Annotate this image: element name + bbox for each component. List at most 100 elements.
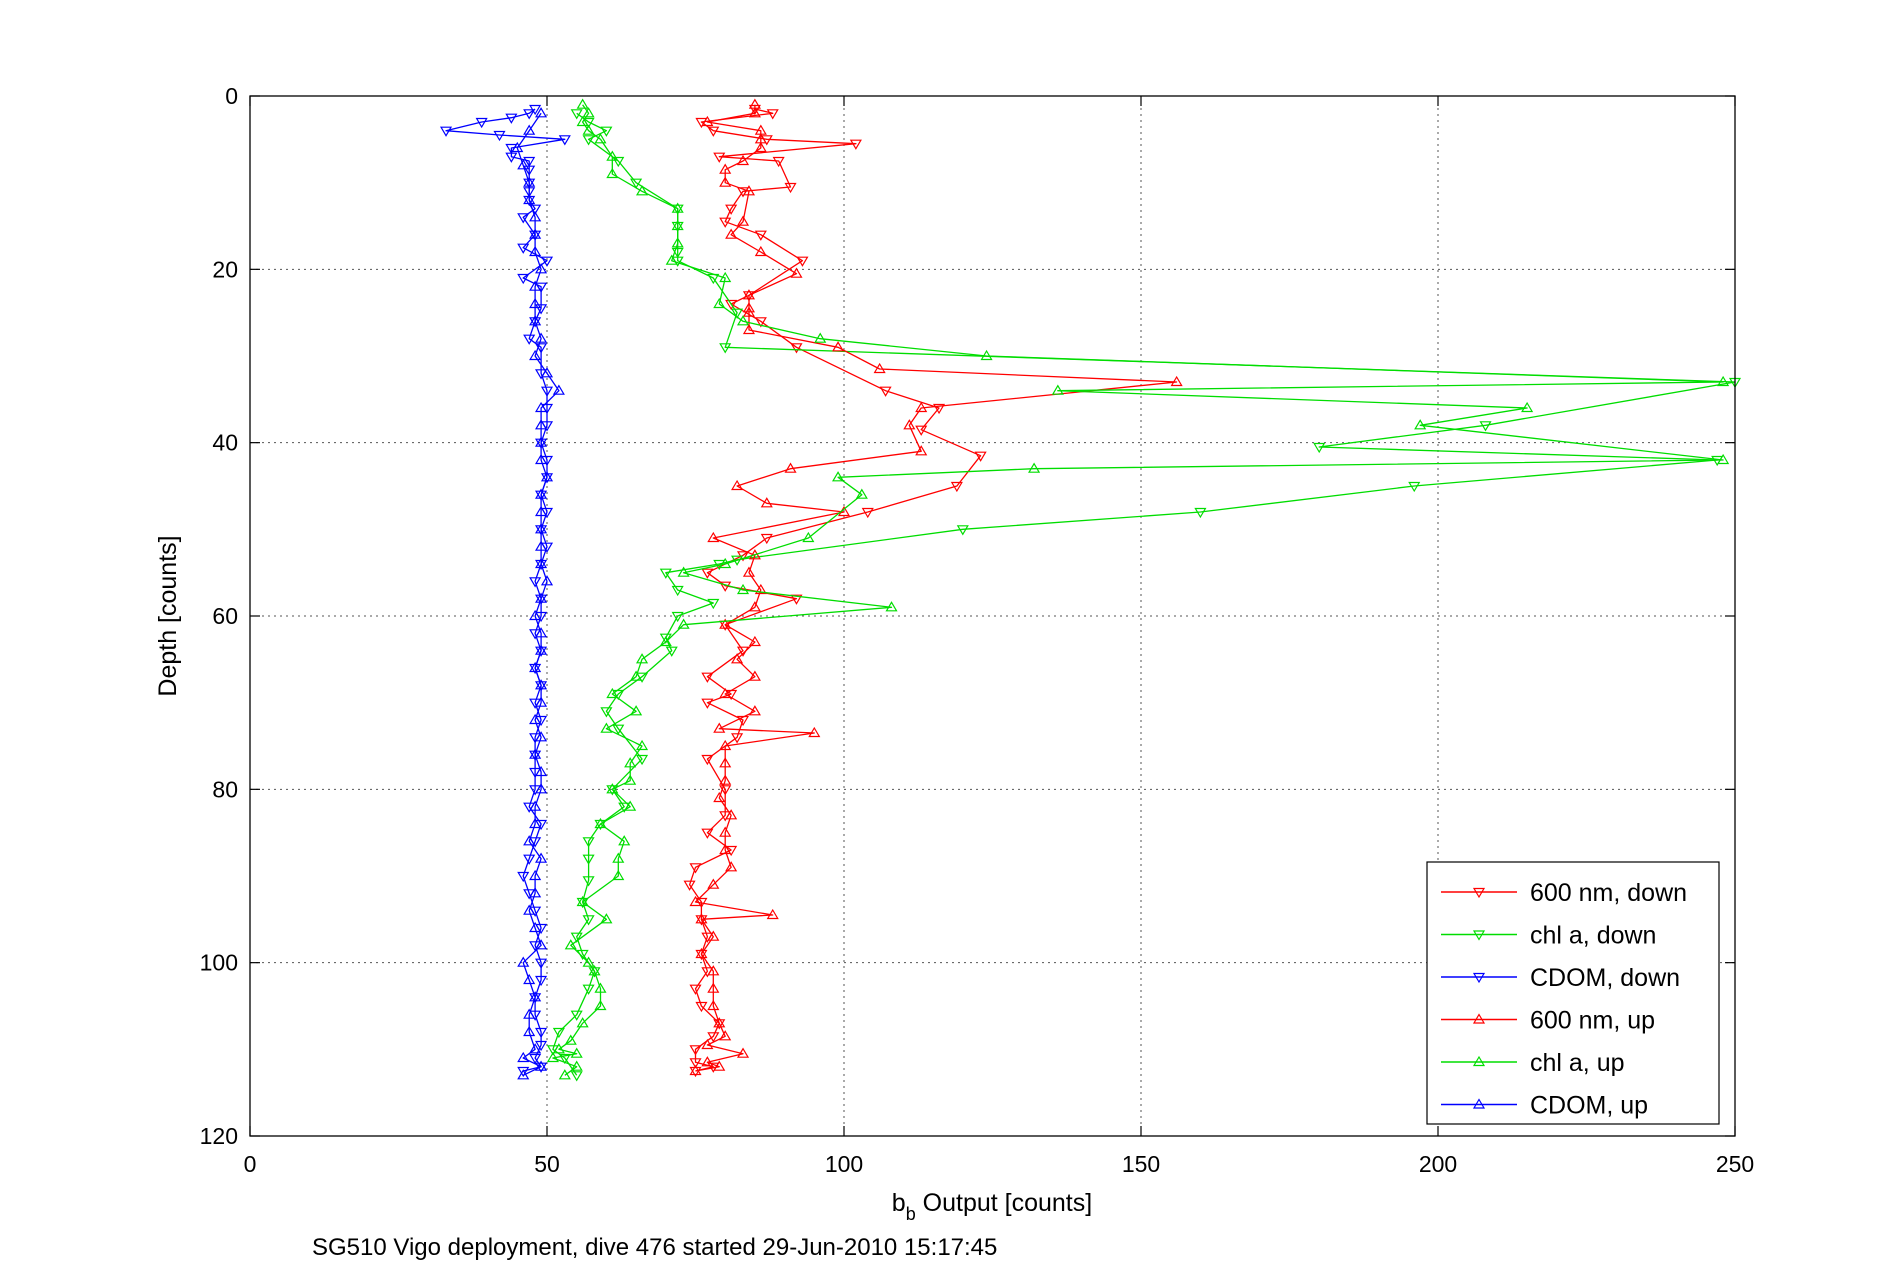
data-point	[748, 635, 761, 647]
data-point	[529, 661, 542, 673]
data-point	[754, 245, 767, 257]
data-point	[564, 1034, 577, 1045]
data-point	[713, 722, 726, 733]
caption: SG510 Vigo deployment, dive 476 started …	[312, 1234, 997, 1261]
data-point	[1313, 442, 1326, 454]
data-point	[689, 984, 702, 995]
data-point	[523, 835, 536, 846]
data-point	[915, 445, 928, 456]
x-axis-label: bb Output [counts]	[892, 1189, 1092, 1224]
data-point	[701, 754, 714, 766]
data-point	[1028, 462, 1041, 473]
data-point	[719, 343, 732, 354]
data-point	[915, 425, 928, 436]
data-point	[932, 403, 946, 415]
data-point	[529, 349, 542, 361]
data-point	[736, 154, 750, 166]
data-point	[535, 1027, 548, 1039]
data-point	[731, 308, 744, 319]
data-point	[677, 566, 690, 577]
data-point	[523, 193, 536, 205]
data-point	[707, 878, 720, 889]
data-point	[540, 473, 554, 484]
y-tick-label: 20	[212, 256, 238, 282]
data-point	[523, 854, 536, 865]
data-point	[606, 783, 619, 794]
legend-item: 600 nm, down	[1441, 879, 1687, 907]
data-point	[630, 670, 643, 681]
data-point	[523, 165, 536, 176]
data-point	[606, 150, 619, 161]
data-point	[731, 479, 744, 491]
data-point	[529, 211, 542, 222]
data-point	[671, 247, 684, 259]
data-point	[517, 1051, 530, 1063]
data-point	[659, 635, 672, 647]
data-point	[535, 958, 548, 969]
data-point	[725, 299, 738, 311]
data-point	[742, 185, 756, 196]
data-point	[582, 854, 595, 865]
data-point	[814, 332, 827, 343]
data-point	[766, 908, 779, 920]
data-point	[576, 897, 589, 909]
data-point	[535, 263, 548, 274]
data-point	[719, 557, 732, 569]
data-point	[535, 343, 548, 354]
data-point	[529, 921, 542, 933]
data-point	[695, 1001, 708, 1013]
data-point	[529, 748, 542, 759]
data-point	[671, 219, 684, 231]
data-point	[719, 176, 732, 187]
data-point	[558, 1069, 571, 1080]
data-point	[576, 1017, 589, 1028]
data-point	[523, 334, 536, 345]
data-point	[689, 1058, 702, 1069]
data-point	[517, 159, 530, 170]
data-point	[612, 156, 625, 168]
data-point	[1479, 421, 1492, 432]
data-point	[535, 523, 548, 534]
data-point	[701, 568, 714, 579]
data-point	[695, 913, 708, 924]
data-point	[535, 401, 548, 413]
ticks: 0 50 100 150 200 250 0 20 40 60 80 100 120	[200, 83, 1755, 1177]
data-point	[570, 1047, 583, 1058]
legend-label: CDOM, up	[1530, 1092, 1648, 1120]
data-point	[754, 583, 767, 595]
data-point	[695, 915, 708, 926]
data-point	[671, 204, 684, 215]
data-point	[535, 731, 548, 742]
data-point	[624, 774, 637, 785]
data-point	[683, 880, 696, 891]
data-point	[564, 939, 577, 950]
data-point	[1717, 453, 1730, 465]
data-point	[535, 107, 548, 118]
x-tick-label: 150	[1122, 1151, 1160, 1177]
data-point	[855, 488, 868, 499]
data-point	[796, 256, 809, 267]
data-point	[713, 1060, 726, 1071]
data-point	[713, 791, 726, 803]
data-point	[517, 956, 530, 967]
data-point	[570, 109, 583, 120]
data-point	[523, 1008, 536, 1019]
data-point	[612, 852, 625, 863]
legend-swatch-marker	[1472, 930, 1486, 941]
data-point	[582, 984, 595, 995]
y-tick-label: 0	[225, 83, 238, 109]
y-tick-label: 80	[212, 776, 238, 802]
data-point	[766, 109, 779, 120]
data-point	[582, 124, 595, 135]
data-point	[529, 887, 542, 898]
data-point	[535, 681, 548, 692]
legend-label: CDOM, down	[1530, 964, 1680, 992]
legend-swatch-marker	[1472, 1098, 1486, 1109]
data-point	[635, 185, 649, 196]
data-point	[535, 453, 548, 465]
data-point	[671, 585, 684, 597]
data-point	[903, 419, 916, 430]
x-tick-label: 50	[534, 1151, 560, 1177]
x-tick-label: 100	[825, 1151, 863, 1177]
data-point	[529, 315, 542, 326]
